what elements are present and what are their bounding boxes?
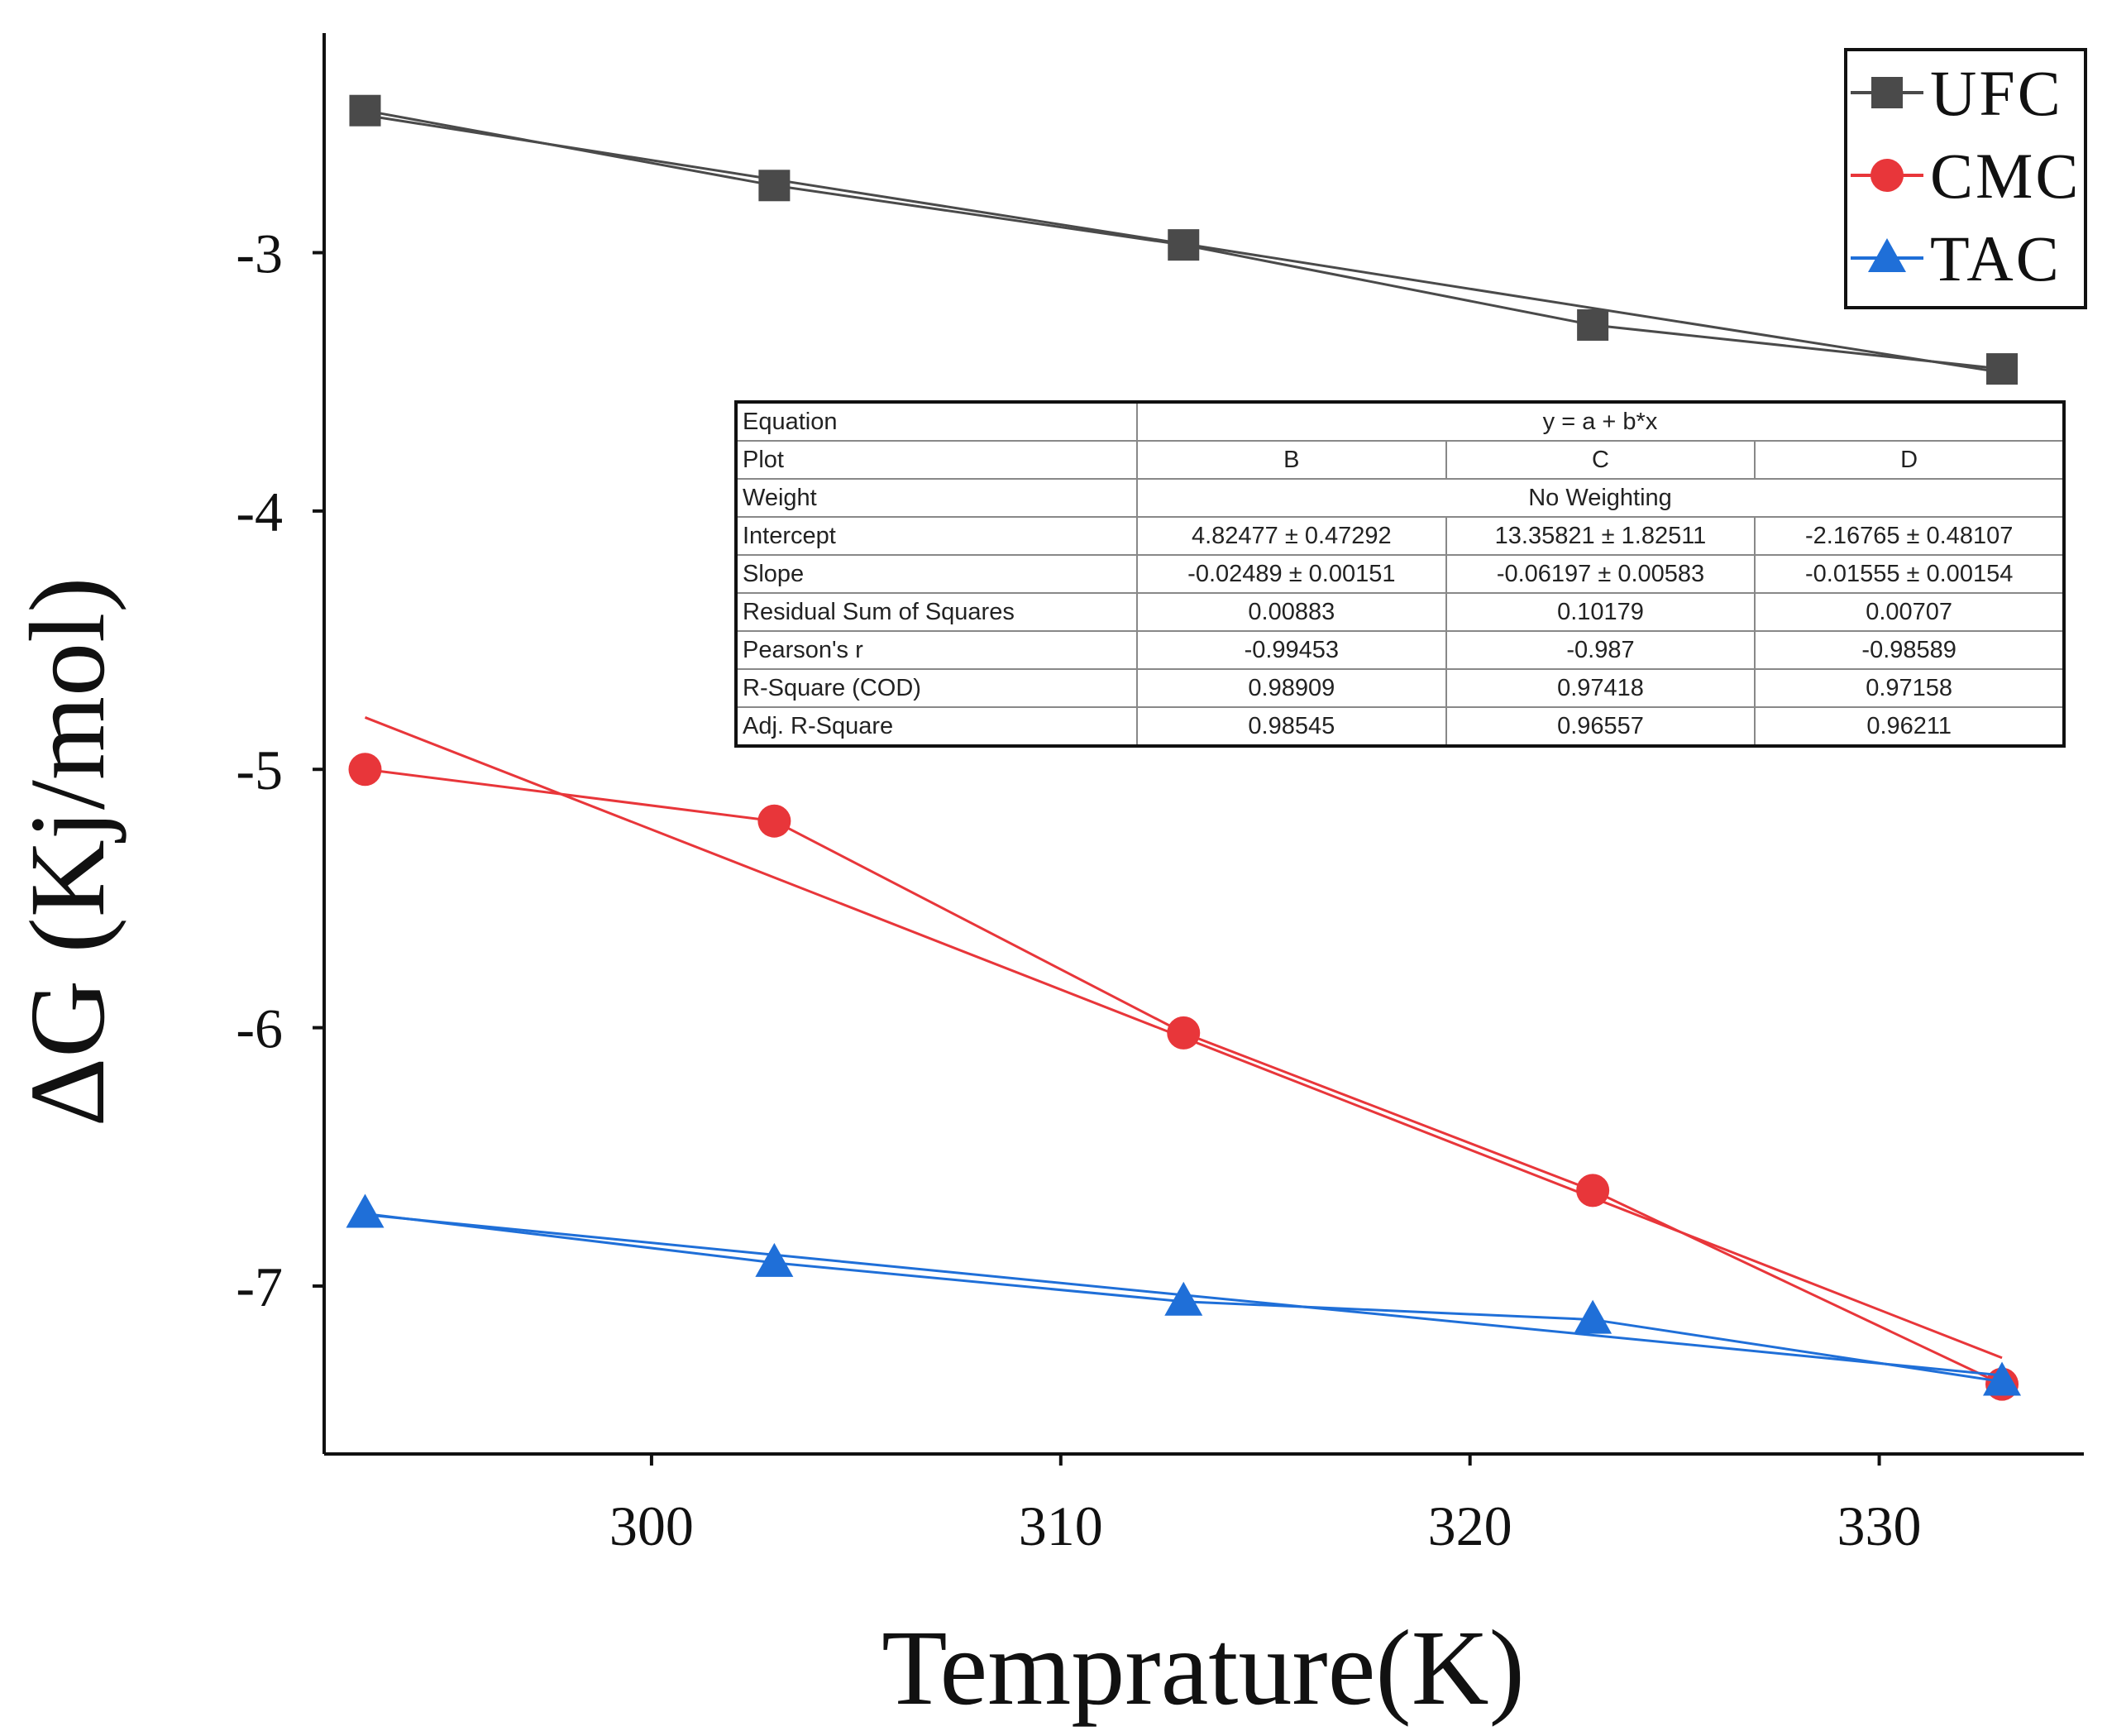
table-row: Plot B C D	[735, 440, 2065, 480]
table-cell: -2.16765 ± 0.48107	[1754, 516, 2065, 556]
axes	[322, 33, 2084, 1456]
table-cell: Plot	[735, 440, 1138, 480]
table-cell: 0.00883	[1136, 592, 1447, 632]
table-cell: 0.98545	[1136, 706, 1447, 747]
data-point-ufc	[1577, 308, 1609, 341]
table-cell: Pearson's r	[735, 630, 1138, 670]
table-cell: 0.97158	[1754, 668, 2065, 708]
table-row: Slope -0.02489 ± 0.00151 -0.06197 ± 0.00…	[735, 554, 2065, 594]
table-row: Weight No Weighting	[735, 478, 2065, 518]
fit-statistics-table: Equation y = a + b*x Plot B C D Weight N…	[734, 400, 2066, 748]
table-cell: Weight	[735, 478, 1138, 518]
table-cell: 0.97418	[1445, 668, 1756, 708]
legend-label-tac: TAC	[1930, 222, 2062, 294]
x-tick-label: 300	[609, 1494, 694, 1557]
ticks: 300 310 320 330 -3 -4 -5 -6 -7	[236, 222, 1921, 1557]
table-cell: 13.35821 ± 1.82511	[1445, 516, 1756, 556]
data-point-cmc	[1576, 1174, 1610, 1208]
y-axis-title: ΔG (Kj/mol)	[8, 577, 127, 1127]
y-tick-label: -4	[236, 481, 283, 543]
table-cell: D	[1754, 440, 2065, 480]
data-point-tac	[1574, 1299, 1612, 1334]
table-cell: Slope	[735, 554, 1138, 594]
y-tick-label: -5	[236, 739, 283, 801]
series-tac	[346, 1193, 2022, 1396]
data-point-ufc	[349, 94, 381, 127]
data-point-tac	[1164, 1281, 1203, 1316]
series-cmc	[348, 716, 2019, 1401]
table-cell: 0.98909	[1136, 668, 1447, 708]
table-cell: No Weighting	[1136, 478, 2065, 518]
x-tick-label: 310	[1019, 1494, 1103, 1557]
table-row: Pearson's r -0.99453 -0.987 -0.98589	[735, 630, 2065, 670]
table-cell: C	[1445, 440, 1756, 480]
table-cell: -0.987	[1445, 630, 1756, 670]
legend-marker-cmc	[1870, 159, 1904, 192]
x-tick-label: 330	[1837, 1494, 1922, 1557]
data-point-cmc	[348, 753, 382, 787]
y-tick-label: -3	[236, 222, 283, 285]
table-cell: -0.02489 ± 0.00151	[1136, 554, 1447, 594]
table-cell: Adj. R-Square	[735, 706, 1138, 747]
table-cell: -0.99453	[1136, 630, 1447, 670]
legend-marker-tac	[1868, 238, 1906, 272]
table-cell: 4.82477 ± 0.47292	[1136, 516, 1447, 556]
table-row: Intercept 4.82477 ± 0.47292 13.35821 ± 1…	[735, 516, 2065, 556]
legend-label-cmc: CMC	[1930, 140, 2081, 212]
data-point-cmc	[1167, 1016, 1201, 1050]
table-row: Adj. R-Square 0.98545 0.96557 0.96211	[735, 706, 2065, 747]
data-point-tac	[755, 1242, 794, 1277]
series-ufc	[349, 94, 2019, 385]
table-cell: Equation	[735, 401, 1138, 442]
legend: UFC CMC TAC	[1844, 48, 2087, 309]
table-cell: 0.10179	[1445, 592, 1756, 632]
table-cell: 0.96211	[1754, 706, 2065, 747]
legend-marker-ufc	[1871, 77, 1903, 108]
legend-label-ufc: UFC	[1930, 57, 2063, 129]
y-tick-label: -6	[236, 997, 283, 1060]
table-cell: Residual Sum of Squares	[735, 592, 1138, 632]
table-row: R-Square (COD) 0.98909 0.97418 0.97158	[735, 668, 2065, 708]
table-cell: Intercept	[735, 516, 1138, 556]
y-tick-label: -7	[236, 1255, 283, 1318]
table-cell: R-Square (COD)	[735, 668, 1138, 708]
table-cell: -0.98589	[1754, 630, 2065, 670]
table-cell: -0.06197 ± 0.00583	[1445, 554, 1756, 594]
data-point-cmc	[757, 804, 791, 838]
data-point-ufc	[1986, 353, 2019, 385]
data-point-tac	[346, 1193, 385, 1228]
table-cell: B	[1136, 440, 1447, 480]
table-cell: 0.96557	[1445, 706, 1756, 747]
x-tick-label: 320	[1428, 1494, 1512, 1557]
table-cell: -0.01555 ± 0.00154	[1754, 554, 2065, 594]
table-row: Equation y = a + b*x	[735, 401, 2065, 442]
table-row: Residual Sum of Squares 0.00883 0.10179 …	[735, 592, 2065, 632]
table-cell: y = a + b*x	[1136, 401, 2065, 442]
x-axis-title: Temprature(K)	[882, 1609, 1525, 1728]
data-point-tac	[1983, 1361, 2022, 1396]
data-point-ufc	[758, 170, 791, 202]
data-point-ufc	[1168, 229, 1200, 261]
table-cell: 0.00707	[1754, 592, 2065, 632]
series-layer	[346, 94, 2022, 1401]
